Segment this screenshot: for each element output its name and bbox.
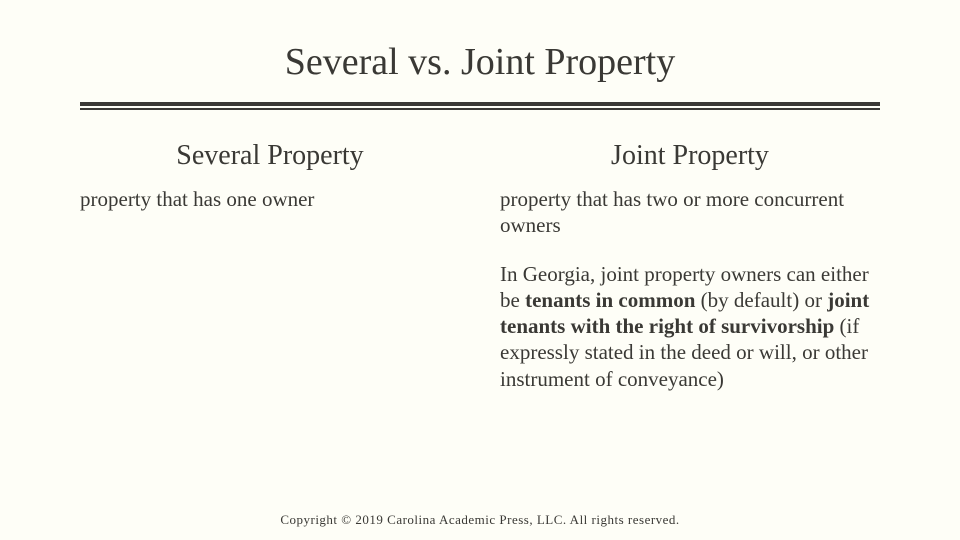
slide-title: Several vs. Joint Property [80,40,880,84]
left-body: property that has one owner [80,186,460,212]
right-header: Joint Property [500,140,880,172]
column-right: Joint Property property that has two or … [500,140,880,520]
columns-wrapper: Several Property property that has one o… [80,140,880,520]
copyright-footer: Copyright © 2019 Carolina Academic Press… [0,512,960,528]
right-para1: property that has two or more concurrent… [500,186,880,239]
title-rule [80,102,880,110]
right-para2: In Georgia, joint property owners can ei… [500,261,880,392]
slide-container: Several vs. Joint Property Several Prope… [0,0,960,540]
right-para2-mid1: (by default) or [695,288,827,312]
right-para2-bold1: tenants in common [525,288,695,312]
left-para1: property that has one owner [80,186,460,212]
column-left: Several Property property that has one o… [80,140,460,520]
left-header: Several Property [80,140,460,172]
right-body: property that has two or more concurrent… [500,186,880,392]
